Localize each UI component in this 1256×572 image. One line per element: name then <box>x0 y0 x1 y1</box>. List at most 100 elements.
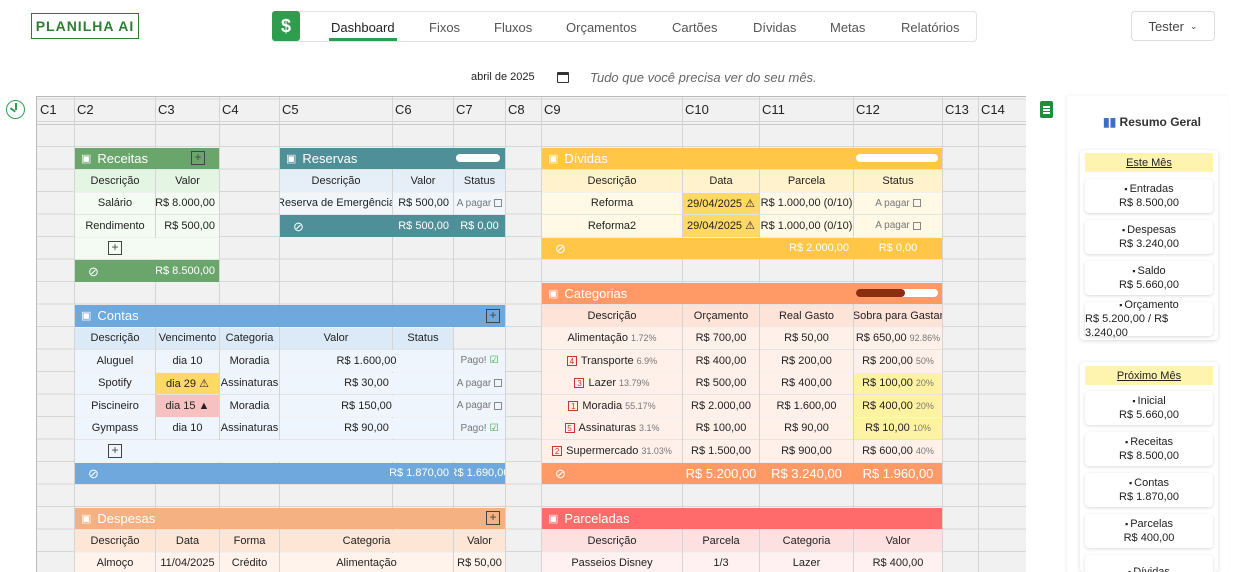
despesas-cell[interactable]: Almoço <box>75 552 155 572</box>
contas-add-button[interactable]: + <box>486 308 500 323</box>
categorias-real[interactable]: R$ 200,00 <box>760 350 853 372</box>
receitas-valor[interactable]: R$ 8.000,00 <box>156 192 219 214</box>
contas-add-row-button[interactable]: + <box>108 443 122 458</box>
sheets-icon[interactable] <box>1040 101 1053 118</box>
parceladas-cell[interactable]: Lazer <box>760 552 853 572</box>
history-icon[interactable] <box>6 100 25 119</box>
categorias-real[interactable]: R$ 1.600,00 <box>760 395 853 417</box>
categorias-sobra[interactable]: R$ 100,00 20% <box>854 372 942 394</box>
month-picker[interactable]: abril de 2025 <box>471 71 535 83</box>
receitas-valor[interactable]: R$ 500,00 <box>156 215 219 237</box>
contas-categoria[interactable]: Assinaturas <box>220 372 279 394</box>
column-header-c5[interactable]: C5 <box>282 102 299 117</box>
despesas-cell[interactable]: R$ 50,00 <box>454 552 505 572</box>
receitas-desc[interactable]: Rendimento <box>75 215 155 237</box>
contas-categoria[interactable]: Moradia <box>220 350 279 372</box>
categorias-orcamento[interactable]: R$ 700,00 <box>683 327 759 349</box>
column-header-c13[interactable]: C13 <box>945 102 969 117</box>
contas-categoria[interactable]: Assinaturas <box>220 417 279 439</box>
parceladas-cell[interactable]: Passeios Disney <box>542 552 682 572</box>
categorias-sobra[interactable]: R$ 200,00 50% <box>854 350 942 372</box>
categorias-real[interactable]: R$ 50,00 <box>760 327 853 349</box>
contas-desc[interactable]: Gympass <box>75 417 155 439</box>
eye-off-icon[interactable]: ⊘ <box>555 241 566 256</box>
column-header-c7[interactable]: C7 <box>456 102 473 117</box>
dividas-desc[interactable]: Reforma2 <box>542 215 682 237</box>
categorias-sobra[interactable]: R$ 600,00 40% <box>854 440 942 462</box>
brand-logo[interactable]: PLANILHA AI <box>31 13 139 39</box>
contas-valor[interactable]: R$ 30,00 <box>280 372 453 394</box>
eye-off-icon[interactable]: ⊘ <box>88 263 99 279</box>
contas-vencimento[interactable]: dia 10 <box>156 350 219 372</box>
contas-status[interactable]: Pago! ☑ <box>454 417 505 439</box>
reservas-status[interactable]: A pagar <box>454 192 505 214</box>
tab-orcamentos[interactable]: Orçamentos <box>566 20 637 35</box>
user-menu-button[interactable]: Tester ⌄ <box>1131 11 1215 41</box>
reservas-desc[interactable]: Reserva de Emergência <box>280 192 392 214</box>
column-header-c14[interactable]: C14 <box>981 102 1005 117</box>
parceladas-cell[interactable]: R$ 400,00 <box>854 552 942 572</box>
checkbox[interactable] <box>494 401 503 410</box>
contas-desc[interactable]: Aluguel <box>75 350 155 372</box>
categorias-orcamento[interactable]: R$ 400,00 <box>683 350 759 372</box>
checkbox[interactable] <box>912 221 921 230</box>
categorias-sobra[interactable]: R$ 10,00 10% <box>854 417 942 439</box>
tab-dashboard[interactable]: Dashboard <box>331 20 395 35</box>
column-header-c9[interactable]: C9 <box>544 102 561 117</box>
tab-cartoes[interactable]: Cartões <box>672 20 718 35</box>
column-header-c12[interactable]: C12 <box>856 102 880 117</box>
categorias-sobra[interactable]: R$ 400,00 20% <box>854 395 942 417</box>
column-header-c11[interactable]: C11 <box>762 102 785 117</box>
checkbox[interactable] <box>912 199 921 208</box>
categorias-orcamento[interactable]: R$ 2.000,00 <box>683 395 759 417</box>
tab-relatorios[interactable]: Relatórios <box>901 20 960 35</box>
contas-vencimento[interactable]: dia 15 ▲ <box>156 395 219 417</box>
categorias-desc[interactable]: 4 Transporte 6.9% <box>542 350 682 372</box>
tab-fixos[interactable]: Fixos <box>429 20 461 35</box>
dividas-status[interactable]: A pagar <box>854 215 942 237</box>
contas-valor[interactable]: R$ 90,00 <box>280 417 453 439</box>
column-header-c8[interactable]: C8 <box>508 102 525 117</box>
column-header-c10[interactable]: C10 <box>685 102 709 117</box>
contas-status[interactable]: A pagar <box>454 372 505 394</box>
contas-vencimento[interactable]: dia 29 ⚠ <box>156 372 219 394</box>
check-icon[interactable]: ☑ <box>489 355 499 367</box>
eye-off-icon[interactable]: ⊘ <box>88 466 99 481</box>
receitas-add-button[interactable]: + <box>191 151 205 165</box>
contas-categoria[interactable]: Moradia <box>220 395 279 417</box>
contas-valor[interactable]: R$ 1.600,00 <box>280 350 453 372</box>
despesas-add-button[interactable]: + <box>486 511 500 525</box>
contas-status[interactable]: Pago! ☑ <box>454 350 505 372</box>
categorias-orcamento[interactable]: R$ 100,00 <box>683 417 759 439</box>
categorias-desc[interactable]: 3 Lazer 13.79% <box>542 372 682 394</box>
dividas-data[interactable]: 29/04/2025 ⚠ <box>683 215 759 237</box>
contas-valor[interactable]: R$ 150,00 <box>280 395 453 417</box>
categorias-real[interactable]: R$ 400,00 <box>760 372 853 394</box>
checkbox[interactable] <box>494 199 503 208</box>
eye-off-icon[interactable]: ⊘ <box>293 218 304 234</box>
categorias-desc[interactable]: 5 Assinaturas 3.1% <box>542 417 682 439</box>
eye-off-icon[interactable]: ⊘ <box>555 466 566 481</box>
receitas-desc[interactable]: Salário <box>75 192 155 214</box>
receitas-add-row-button[interactable]: + <box>108 241 122 255</box>
dividas-status[interactable]: A pagar <box>854 192 942 214</box>
despesas-cell[interactable]: Crédito <box>220 552 279 572</box>
tab-fluxos[interactable]: Fluxos <box>494 20 533 35</box>
calendar-icon[interactable] <box>557 72 569 83</box>
checkbox[interactable] <box>494 379 503 388</box>
categorias-real[interactable]: R$ 900,00 <box>760 440 853 462</box>
categorias-orcamento[interactable]: R$ 1.500,00 <box>683 440 759 462</box>
dividas-data[interactable]: 29/04/2025 ⚠ <box>683 192 759 214</box>
dividas-parcela[interactable]: R$ 1.000,00 (0/10) <box>760 215 853 237</box>
contas-desc[interactable]: Spotify <box>75 372 155 394</box>
categorias-desc[interactable]: 1 Moradia 55.17% <box>542 395 682 417</box>
column-header-c6[interactable]: C6 <box>395 102 412 117</box>
reservas-valor[interactable]: R$ 500,00 <box>393 192 453 214</box>
contas-desc[interactable]: Piscineiro <box>75 395 155 417</box>
check-icon[interactable]: ☑ <box>489 422 499 434</box>
categorias-desc[interactable]: Alimentação 1.72% <box>542 327 682 349</box>
contas-status[interactable]: A pagar <box>454 395 505 417</box>
column-header-c2[interactable]: C2 <box>77 102 94 117</box>
categorias-sobra[interactable]: R$ 650,00 92.86% <box>854 327 942 349</box>
contas-vencimento[interactable]: dia 10 <box>156 417 219 439</box>
